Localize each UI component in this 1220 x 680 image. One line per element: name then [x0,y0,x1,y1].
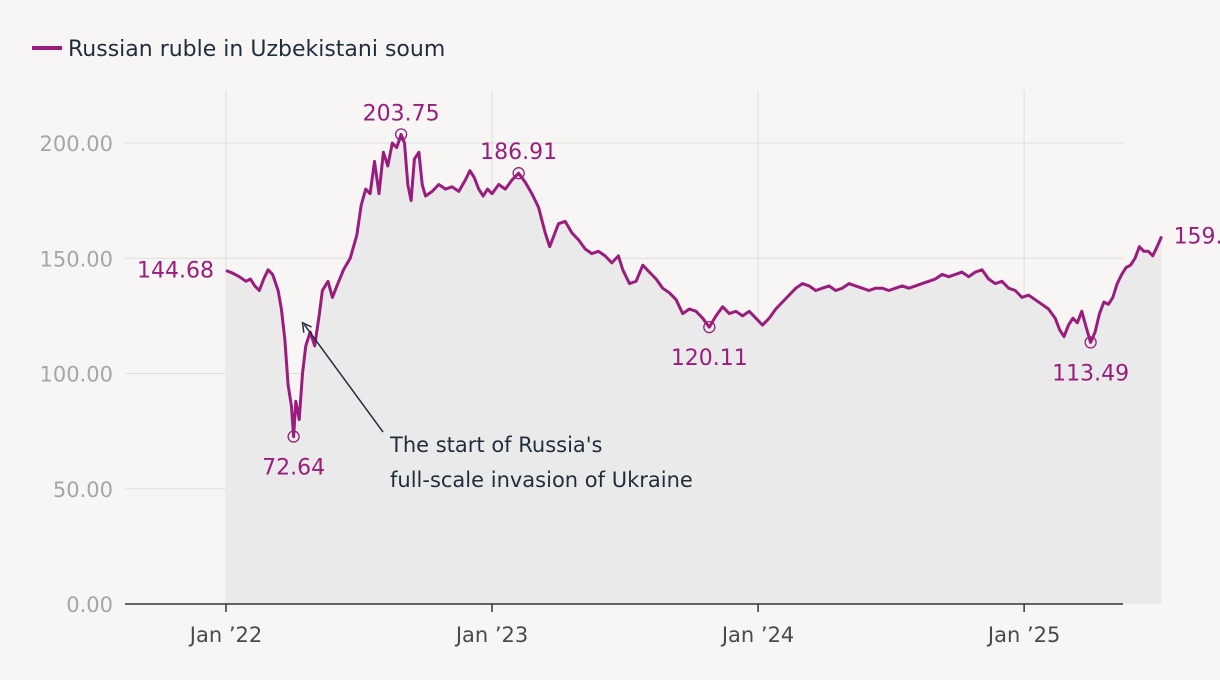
y-tick-label: 200.00 [40,132,113,156]
annotation-line-2: full-scale invasion of Ukraine [390,468,693,492]
value-label: 203.75 [363,101,440,126]
value-label: 144.68 [137,259,214,284]
y-tick-label: 150.00 [40,247,113,271]
value-label: 186.91 [480,140,557,165]
legend-label: Russian ruble in Uzbekistani soum [68,37,445,62]
value-label: 120.11 [671,346,748,371]
value-labels: 144.68 72.64 203.75 186.91 120.11 113.49 159.4… [137,101,1220,480]
legend: Russian ruble in Uzbekistani soum [32,37,445,62]
x-tick-label: Jan ’22 [188,623,262,647]
value-marker [394,128,408,141]
annotation-line-1: The start of Russia's [389,433,603,457]
x-axis-ticks: Jan ’22 Jan ’23 Jan ’24 Jan ’25 [188,604,1060,647]
y-tick-label: 100.00 [40,363,113,387]
value-marker [1084,336,1097,349]
series-line [225,132,1163,439]
x-tick-label: Jan ’24 [720,623,794,647]
y-axis-ticks: 0.00 50.00 100.00 150.00 200.00 [40,132,113,617]
series-area [226,134,1162,604]
value-marker [287,430,300,443]
value-marker [512,167,525,180]
value-label: 72.64 [262,456,325,481]
x-tick-label: Jan ’25 [986,623,1060,647]
annotation-arrowhead [301,321,312,333]
value-label: 113.49 [1052,361,1129,386]
value-marker [703,320,716,334]
x-tick-label: Jan ’23 [454,623,528,647]
y-tick-label: 50.00 [53,478,113,502]
value-markers [287,128,1097,443]
annotation-arrow-line [303,324,384,433]
invasion-annotation: The start of Russia's full-scale invasio… [301,321,693,492]
value-label: 159.42 [1174,225,1220,250]
y-tick-label: 0.00 [66,593,113,617]
